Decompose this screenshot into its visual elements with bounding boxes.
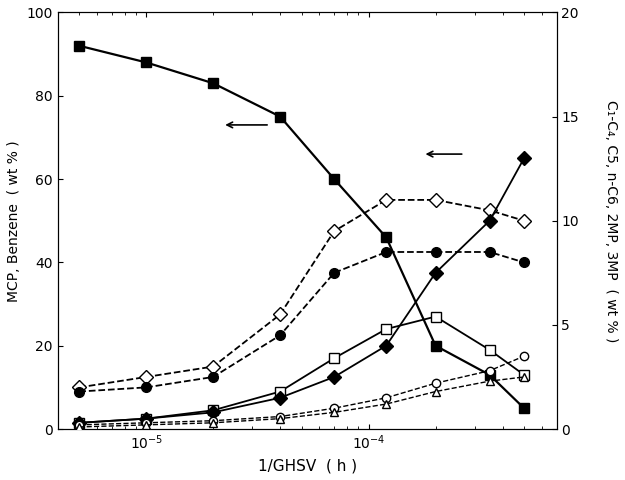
Y-axis label: MCP, Benzene  ( wt % ): MCP, Benzene ( wt % ): [7, 140, 21, 301]
X-axis label: 1/GHSV  ( h ): 1/GHSV ( h ): [258, 458, 357, 473]
Y-axis label: C₁-C₄, C5, n-C6, 2MP, 3MP  ( wt % ): C₁-C₄, C5, n-C6, 2MP, 3MP ( wt % ): [604, 99, 618, 342]
